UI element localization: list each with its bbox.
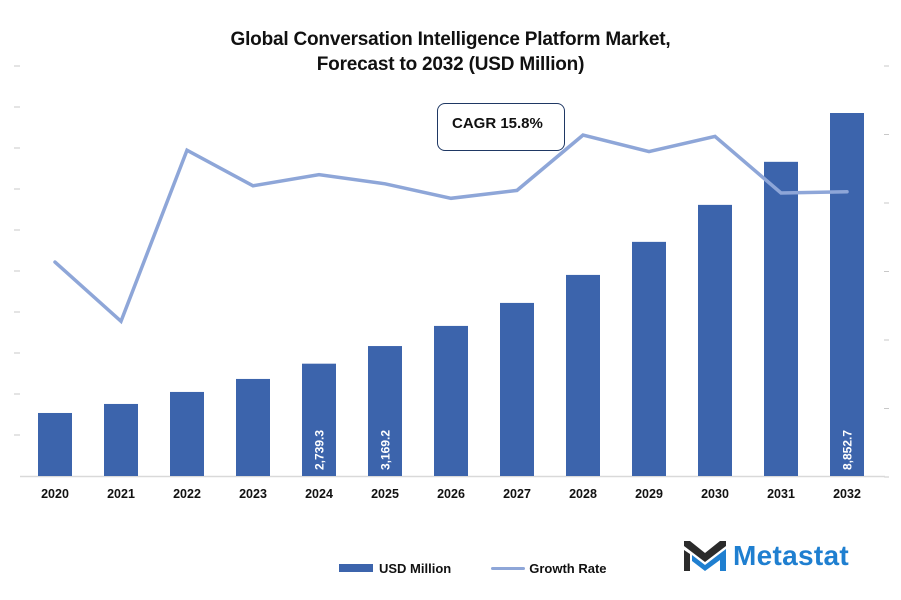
x-tick-label-2021: 2021 [107, 487, 135, 501]
x-tick-label-2026: 2026 [437, 487, 465, 501]
legend-swatch-line-icon [491, 566, 526, 570]
bar-2024 [302, 363, 336, 476]
chart-title-line-2: Forecast to 2032 (USD Million) [316, 54, 585, 75]
x-tick-label-2025: 2025 [371, 487, 399, 501]
metastat-logo: Metastat [683, 540, 849, 572]
bar-2020 [38, 412, 72, 476]
legend-label: USD Million [379, 560, 452, 576]
x-tick-label-2027: 2027 [503, 487, 531, 501]
cagr-annotation-text: CAGR 15.8% [452, 115, 543, 132]
bar-2027 [500, 302, 534, 476]
bar-data-label-2024: 2,739.3 [313, 430, 327, 470]
x-tick-label-2020: 2020 [41, 487, 69, 501]
bar-2026 [434, 325, 468, 476]
x-tick-label-2029: 2029 [635, 487, 663, 501]
legend-item-usd-million[interactable]: USD Million [339, 561, 451, 576]
chart-title-line-1: Global Conversation Intelligence Platfor… [230, 29, 671, 50]
cagr-annotation-box: CAGR 15.8% [437, 103, 565, 151]
legend-item-growth-rate[interactable]: Growth Rate [491, 560, 607, 576]
x-tick-label-2031: 2031 [767, 487, 795, 501]
logo-text: Metastat [733, 540, 849, 571]
bar-2031 [764, 161, 798, 477]
x-tick-label-2024: 2024 [305, 487, 333, 501]
chart-title: Global Conversation Intelligence Platfor… [0, 27, 901, 77]
legend-label: Growth Rate [529, 560, 607, 576]
bar-2029 [632, 241, 666, 476]
bar-2023 [236, 378, 270, 476]
bar-2025 [368, 346, 402, 476]
x-tick-label-2028: 2028 [569, 487, 597, 501]
x-tick-label-2032: 2032 [833, 487, 861, 501]
x-tick-label-2030: 2030 [701, 487, 729, 501]
bar-data-label-2032: 8,852.7 [841, 430, 855, 470]
metastat-m-logo-icon [684, 541, 726, 571]
chart-legend: USD Million Growth Rate [339, 558, 647, 578]
x-tick-label-2022: 2022 [173, 487, 201, 501]
legend-swatch-bar-icon [339, 564, 373, 572]
bar-2028 [566, 274, 600, 476]
bar-2030 [698, 204, 732, 476]
bar-2032 [830, 113, 864, 476]
bar-data-label-2025: 3,169.2 [379, 430, 393, 470]
x-tick-label-2023: 2023 [239, 487, 267, 501]
bar-2021 [104, 403, 138, 476]
bar-2022 [170, 391, 204, 476]
